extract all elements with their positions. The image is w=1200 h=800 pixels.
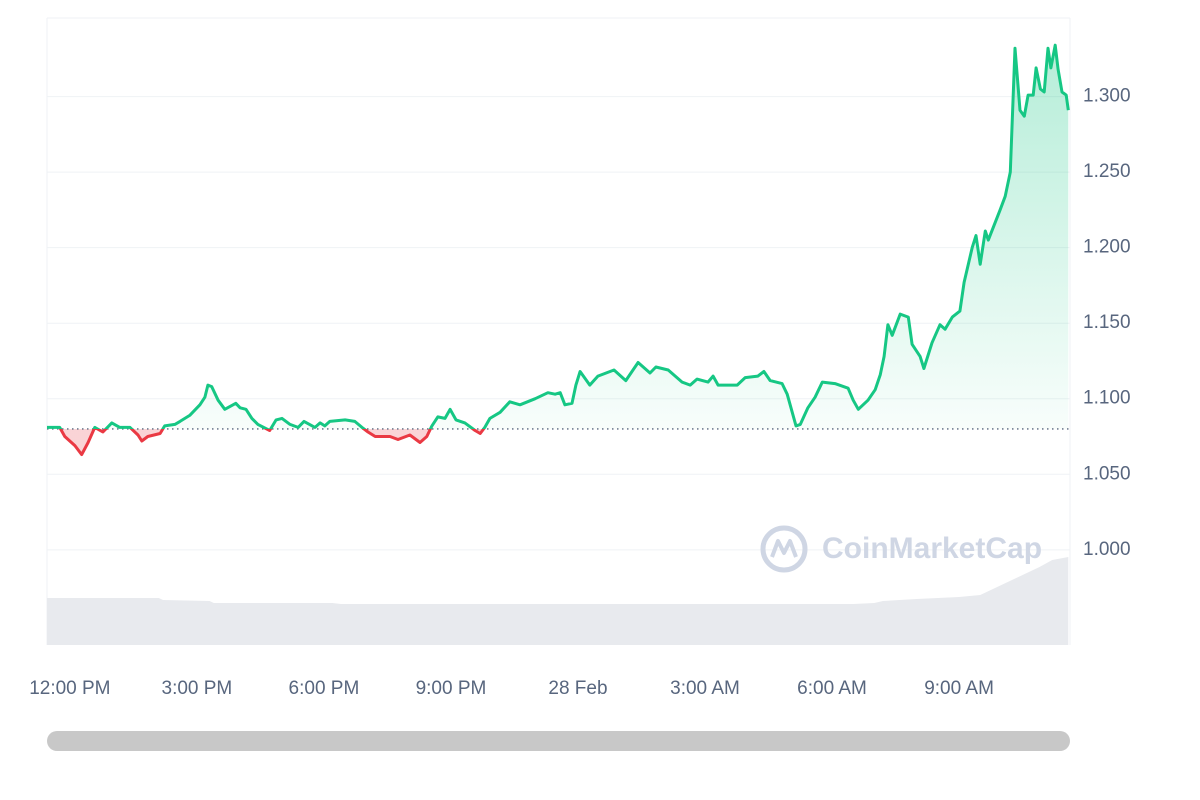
plot [47,43,1070,645]
y-tick-label: 1.250 [1083,161,1131,182]
x-tick-label: 12:00 PM [29,678,110,699]
watermark-text: CoinMarketCap [822,532,1042,565]
watermark: CoinMarketCap [760,525,1042,573]
x-tick-label: 9:00 AM [924,678,994,699]
x-tick-label: 3:00 AM [670,678,740,699]
y-tick-label: 1.300 [1083,86,1131,107]
price-line [47,43,1070,457]
y-tick-label: 1.000 [1083,539,1131,560]
price-area [47,45,1069,455]
grid [47,96,1070,551]
x-tick-label: 6:00 PM [289,678,360,699]
x-tick-label: 9:00 PM [416,678,487,699]
y-tick-label: 1.150 [1083,312,1131,333]
y-tick-label: 1.200 [1083,237,1131,258]
scrollbar[interactable] [47,731,1070,751]
x-tick-label: 6:00 AM [797,678,867,699]
y-tick-label: 1.050 [1083,463,1131,484]
x-tick-label: 3:00 PM [162,678,233,699]
y-tick-label: 1.100 [1083,388,1131,409]
volume-area [47,557,1069,645]
x-tick-label: 28 Feb [548,678,607,699]
